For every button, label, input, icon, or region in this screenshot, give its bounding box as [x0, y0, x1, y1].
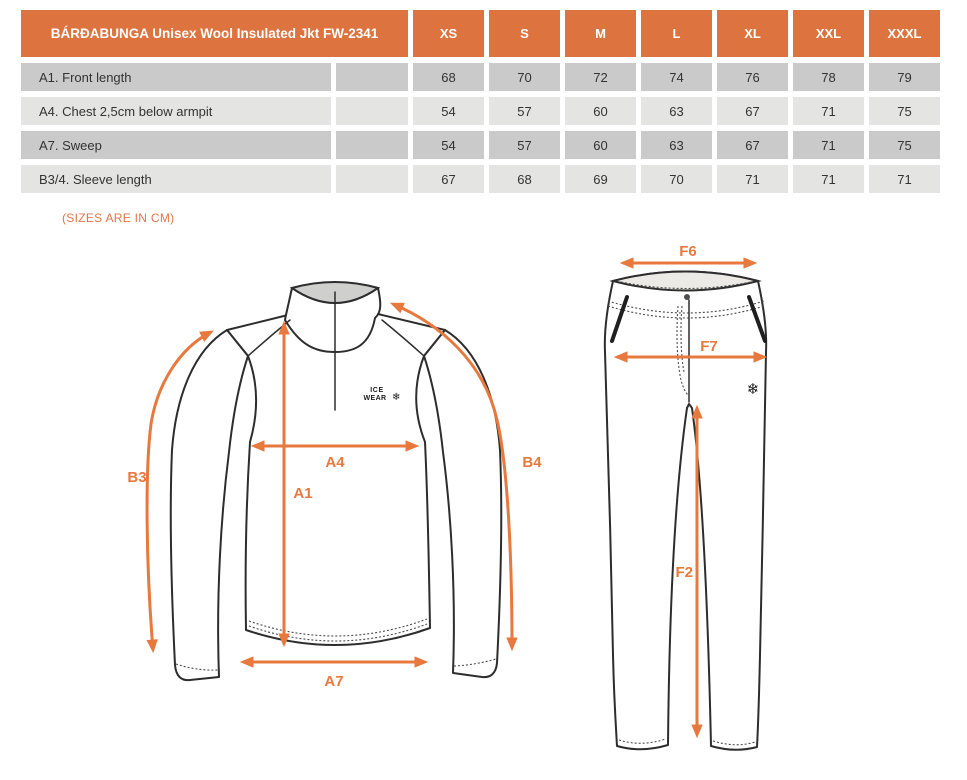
label-a7: A7 — [324, 673, 343, 690]
cell-value: 70 — [641, 165, 712, 193]
col-header-xl: XL — [717, 10, 788, 57]
row-label-sleeve-length: B3/4. Sleeve length — [21, 165, 331, 193]
arrow-b4 — [389, 302, 518, 652]
cell-value: 69 — [565, 165, 636, 193]
table-title: BÁRÐABUNGA Unisex Wool Insulated Jkt FW-… — [21, 10, 408, 57]
cell-value: 70 — [489, 63, 560, 91]
sizes-note: (SIZES ARE IN CM) — [62, 211, 175, 225]
row-spacer-cell — [336, 63, 408, 91]
col-header-xxl: XXL — [793, 10, 864, 57]
label-a4: A4 — [325, 454, 345, 471]
cell-value: 74 — [641, 63, 712, 91]
col-header-xxxl: XXXL — [869, 10, 940, 57]
col-header-l: L — [641, 10, 712, 57]
cell-value: 75 — [869, 97, 940, 125]
brand-logo-text: ICE — [370, 387, 383, 394]
label-b4: B4 — [522, 454, 542, 471]
snowflake-icon: ❄ — [747, 381, 760, 398]
jacket-left-sleeve — [169, 329, 249, 682]
cell-value: 71 — [793, 97, 864, 125]
waist-opening — [609, 270, 762, 292]
cell-value: 63 — [641, 131, 712, 159]
size-table: BÁRÐABUNGA Unisex Wool Insulated Jkt FW-… — [21, 10, 940, 193]
cuff-stitching-left — [175, 663, 219, 671]
cell-value: 71 — [717, 165, 788, 193]
jacket-diagram: ICE WEAR ❄ B3 B4 A4 A1 A7 — [127, 281, 542, 690]
fly-stitching — [680, 305, 685, 373]
cell-value: 67 — [413, 165, 484, 193]
brand-logo-text: WEAR — [364, 395, 387, 402]
waist-button — [684, 294, 690, 300]
cell-value: 79 — [869, 63, 940, 91]
cell-value: 60 — [565, 97, 636, 125]
row-label-front-length: A1. Front length — [21, 63, 331, 91]
cell-value: 71 — [793, 165, 864, 193]
row-spacer-cell — [336, 131, 408, 159]
cell-value: 75 — [869, 131, 940, 159]
cell-value: 67 — [717, 131, 788, 159]
cell-value: 57 — [489, 97, 560, 125]
cell-value: 60 — [565, 131, 636, 159]
pocket-left — [610, 295, 629, 343]
cell-value: 68 — [489, 165, 560, 193]
cell-value: 78 — [793, 63, 864, 91]
waist-stitching — [620, 281, 752, 290]
label-a1: A1 — [293, 485, 312, 502]
col-header-m: M — [565, 10, 636, 57]
cell-value: 54 — [413, 131, 484, 159]
cell-value: 71 — [793, 131, 864, 159]
cell-value: 63 — [641, 97, 712, 125]
pocket-right — [747, 295, 767, 343]
col-header-s: S — [489, 10, 560, 57]
pants-body — [603, 270, 768, 751]
cell-value: 67 — [717, 97, 788, 125]
col-header-xs: XS — [413, 10, 484, 57]
row-spacer-cell — [336, 97, 408, 125]
arrow-b3 — [145, 330, 214, 654]
label-f7: F7 — [700, 338, 718, 355]
snowflake-icon: ❄ — [392, 392, 400, 403]
row-label-sweep: A7. Sweep — [21, 131, 331, 159]
label-b3: B3 — [127, 469, 146, 486]
cell-value: 68 — [413, 63, 484, 91]
row-spacer-cell — [336, 165, 408, 193]
cell-value: 54 — [413, 97, 484, 125]
row-label-chest: A4. Chest 2,5cm below armpit — [21, 97, 331, 125]
pants-diagram: ❄ F6 F7 F2 — [603, 243, 768, 751]
cuff-stitching-right — [453, 658, 497, 667]
cell-value: 76 — [717, 63, 788, 91]
label-f2: F2 — [675, 564, 693, 581]
jacket-body — [226, 313, 446, 646]
label-f6: F6 — [679, 243, 697, 260]
jacket-right-sleeve — [423, 329, 503, 679]
cell-value: 71 — [869, 165, 940, 193]
cell-value: 72 — [565, 63, 636, 91]
cell-value: 57 — [489, 131, 560, 159]
